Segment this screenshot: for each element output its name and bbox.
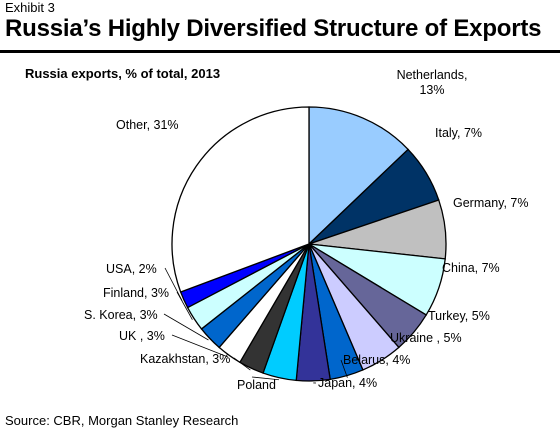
slice-label-line: Italy, 7%	[435, 126, 482, 140]
slice-label-line: Ukraine , 5%	[390, 331, 462, 345]
slice-label-line: UK , 3%	[119, 329, 165, 343]
slice-label: Belarus, 4%	[343, 353, 410, 367]
slice-label: Italy, 7%	[435, 126, 482, 140]
slice-label: Netherlands, 13%	[397, 68, 468, 97]
slice-label-line: China, 7%	[442, 261, 500, 275]
slice-label: UK , 3%	[119, 329, 165, 343]
page-title: Russia’s Highly Diversified Structure of…	[5, 15, 542, 42]
slice-labels: Netherlands, 13% Italy, 7% Germany, 7% China…	[84, 68, 529, 392]
slice-label-line: USA, 2%	[106, 262, 157, 276]
leader-line	[340, 359, 348, 378]
slice-label-line: Finland, 3%	[103, 286, 169, 300]
slice-label-line: Poland	[237, 378, 276, 392]
slice-label-line: Netherlands,	[397, 68, 468, 82]
slice-label: Finland, 3%	[103, 286, 169, 300]
slice-label: Other, 31%	[116, 118, 179, 132]
slice-label-line: Belarus, 4%	[343, 353, 410, 367]
slice-label-line: Turkey, 5%	[428, 309, 490, 323]
leader-line	[251, 376, 280, 381]
chart-subtitle: Russia exports, % of total, 2013	[25, 66, 220, 81]
leader-line	[233, 357, 251, 371]
slice-label-line: Japan, 4%	[318, 376, 377, 390]
slice-label: China, 7%	[442, 261, 500, 275]
leader-line	[163, 313, 209, 341]
pie-slice	[308, 106, 410, 246]
slice-label-line: Other, 31%	[116, 118, 179, 132]
exhibit-label: Exhibit 3	[5, 0, 55, 15]
pie-slice	[171, 106, 310, 293]
slice-label: Poland	[237, 378, 276, 392]
source-note: Source: CBR, Morgan Stanley Research	[5, 413, 239, 428]
leader-line	[164, 267, 183, 301]
slice-label: Germany, 7%	[453, 196, 529, 210]
slice-label-line: Kazakhstan, 3%	[140, 352, 230, 366]
slice-label-line: 13%	[419, 83, 444, 97]
pie-chart-svg: Russia exports, % of total, 2013 Netherl…	[25, 66, 529, 392]
slice-label: S. Korea, 3%	[84, 308, 158, 322]
slice-label: Ukraine , 5%	[390, 331, 462, 345]
leader-line	[171, 334, 229, 358]
leader-lines	[163, 267, 348, 384]
slice-label: Turkey, 5%	[428, 309, 490, 323]
slice-label: Kazakhstan, 3%	[140, 352, 230, 366]
slice-label-line: S. Korea, 3%	[84, 308, 158, 322]
title-divider	[0, 50, 560, 53]
slice-label: USA, 2%	[106, 262, 157, 276]
slice-label: Japan, 4%	[318, 376, 377, 390]
slice-label-line: Germany, 7%	[453, 196, 529, 210]
pie-chart: Russia exports, % of total, 2013 Netherl…	[0, 53, 560, 413]
